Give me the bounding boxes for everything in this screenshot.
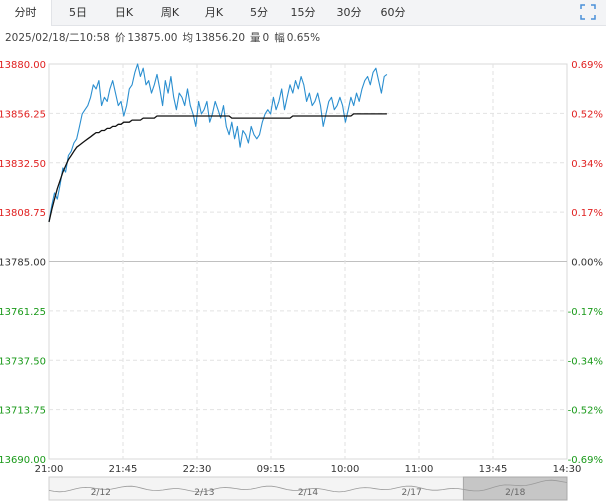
- price-line: [48, 63, 388, 223]
- volume-label: 量: [250, 32, 261, 44]
- y-tick-label: 13785.00: [0, 258, 46, 269]
- quote-info-bar: 2025/02/18/二10:58 价 13875.00 均 13856.20 量 0 幅 0.…: [5, 30, 325, 45]
- period-tabs: 分时 5日 日K 周K 月K 5分 15分 30分 60分: [0, 0, 606, 26]
- fullscreen-icon[interactable]: [580, 4, 596, 20]
- quote-datetime: 2025/02/18/二10:58: [5, 32, 110, 44]
- y-tick-label: 13856.25: [0, 109, 46, 120]
- y-tick-label: 13832.50: [0, 159, 46, 170]
- y-tick-label: 13737.50: [0, 356, 46, 367]
- pct-tick-label: -0.69%: [568, 455, 603, 466]
- date-navigator: 2/12 2/13 2/14 2/17 2/18: [48, 476, 568, 501]
- avg-label: 均: [182, 32, 193, 44]
- pct-tick-label: -0.34%: [568, 356, 603, 367]
- x-tick-label: 13:45: [479, 464, 508, 475]
- volume-value: 0: [262, 32, 270, 44]
- navigator-date-label: 2/12: [91, 488, 111, 498]
- pct-tick-label: 0.34%: [571, 159, 603, 170]
- pct-tick-label: -0.17%: [568, 307, 603, 318]
- pct-tick-label: -0.52%: [568, 406, 603, 417]
- y-tick-label: 13761.25: [0, 307, 46, 318]
- y-tick-label: 13808.75: [0, 208, 46, 219]
- pct-tick-label: 0.17%: [571, 208, 603, 219]
- tab-monthly-k[interactable]: 月K: [204, 6, 224, 19]
- x-tick-label: 14:30: [553, 464, 582, 475]
- tab-5min[interactable]: 5分: [250, 6, 268, 19]
- navigator-date-label: 2/13: [194, 488, 214, 498]
- navigator-date-label: 2/14: [298, 488, 318, 498]
- y-tick-label: 13690.00: [0, 455, 46, 466]
- avg-price-line: [48, 113, 387, 223]
- navigator-selection: [462, 476, 568, 501]
- y-tick-label: 13713.75: [0, 406, 46, 417]
- x-tick-label: 11:00: [405, 464, 434, 475]
- pct-tick-label: 0.52%: [571, 109, 603, 120]
- price-value: 13875.00: [127, 32, 178, 44]
- x-tick-label: 21:45: [109, 464, 138, 475]
- x-tick-label: 21:00: [35, 464, 64, 475]
- navigator-date-label: 2/18: [505, 488, 525, 498]
- tab-5day[interactable]: 5日: [69, 6, 87, 19]
- tab-intraday[interactable]: 分时: [0, 0, 52, 26]
- x-tick-label: 09:15: [257, 464, 286, 475]
- y-tick-label: 13880.00: [0, 60, 46, 71]
- x-tick-label: 10:00: [331, 464, 360, 475]
- price-label: 价: [114, 32, 126, 44]
- change-label: 幅: [274, 32, 285, 44]
- navigator-date-label: 2/17: [401, 488, 421, 498]
- tab-daily-k[interactable]: 日K: [114, 6, 134, 19]
- tab-15min[interactable]: 15分: [290, 6, 316, 19]
- tab-weekly-k[interactable]: 周K: [160, 6, 180, 19]
- tab-60min[interactable]: 60分: [380, 6, 406, 19]
- avg-value: 13856.20: [194, 32, 246, 44]
- change-value: 0.65%: [286, 32, 321, 44]
- navigator-trend-line: [48, 479, 568, 493]
- pct-tick-label: 0.00%: [571, 258, 603, 269]
- tab-30min[interactable]: 30分: [336, 6, 362, 19]
- pct-tick-label: 0.69%: [571, 60, 603, 71]
- x-tick-label: 22:30: [183, 464, 212, 475]
